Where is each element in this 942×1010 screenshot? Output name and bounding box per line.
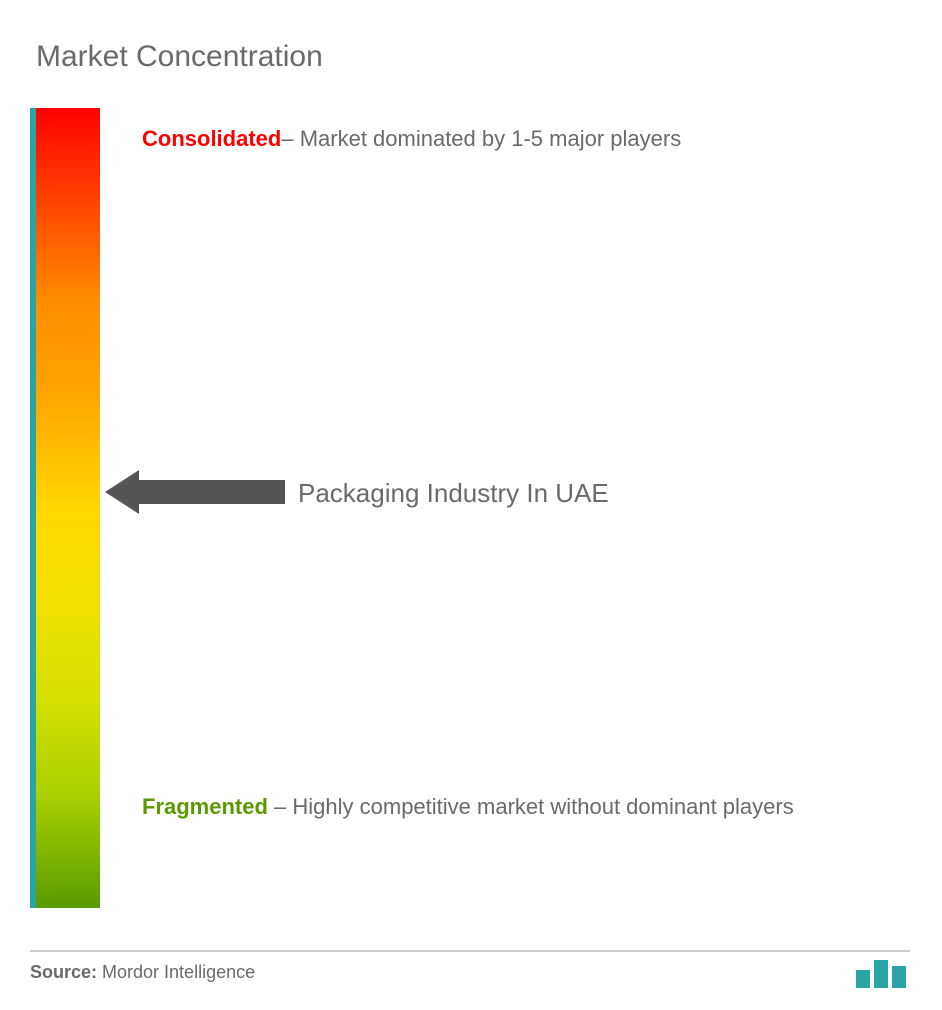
consolidated-label: Consolidated: [142, 126, 281, 151]
concentration-gradient-bar: [30, 108, 100, 908]
source-row: Source: Mordor Intelligence: [30, 956, 910, 988]
consolidated-label-block: Consolidated– Market dominated by 1-5 ma…: [142, 108, 902, 170]
infographic-container: Market Concentration Consolidated– Marke…: [0, 0, 942, 1010]
logo-bar: [874, 960, 888, 988]
arrow-head-icon: [105, 470, 139, 514]
page-title: Market Concentration: [36, 40, 912, 74]
source-name: Mordor Intelligence: [97, 962, 255, 982]
arrow-body: [139, 480, 285, 504]
consolidated-description: – Market dominated by 1-5 major players: [281, 126, 681, 151]
industry-name-label: Packaging Industry In UAE: [298, 478, 609, 509]
footer-divider: [30, 950, 910, 952]
logo-bar: [892, 966, 906, 988]
source-text: Source: Mordor Intelligence: [30, 962, 255, 983]
logo-bar: [856, 970, 870, 988]
fragmented-label: Fragmented: [142, 794, 268, 819]
source-label: Source:: [30, 962, 97, 982]
fragmented-label-block: Fragmented – Highly competitive market w…: [142, 776, 902, 838]
mordor-logo-icon: [856, 956, 910, 988]
teal-accent-strip: [30, 108, 36, 908]
fragmented-description: – Highly competitive market without domi…: [268, 794, 794, 819]
indicator-arrow: [105, 470, 285, 514]
